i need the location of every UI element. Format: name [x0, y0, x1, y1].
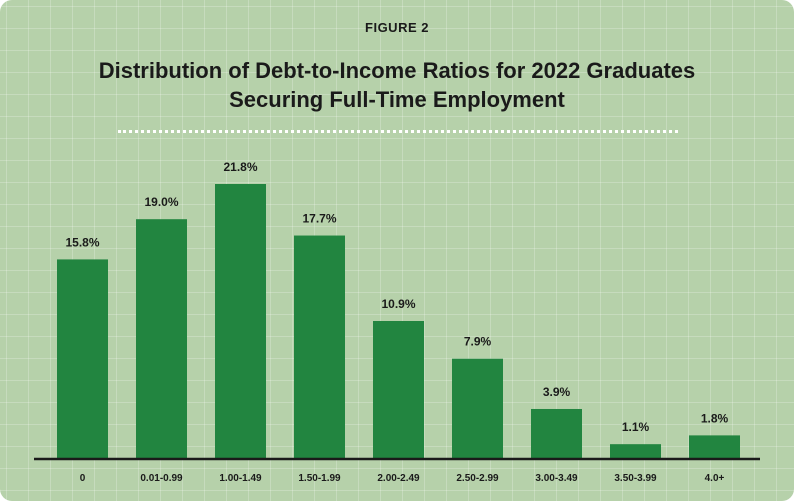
bar-3.50-3.99	[610, 444, 661, 458]
chart-title-line-2: Securing Full-Time Employment	[229, 87, 565, 112]
x-tick-label: 3.00-3.49	[535, 473, 578, 484]
chart-title: Distribution of Debt-to-Income Ratios fo…	[0, 56, 794, 114]
chart-title-line-1: Distribution of Debt-to-Income Ratios fo…	[98, 58, 696, 83]
x-tick-label: 4.0+	[705, 473, 725, 484]
x-tick-label: 1.50-1.99	[298, 473, 341, 484]
bar-0.01-0.99	[136, 219, 187, 458]
bar-1.50-1.99	[294, 235, 345, 458]
value-label: 1.8%	[701, 411, 729, 425]
bar-4.0+	[689, 435, 740, 458]
value-label: 10.9%	[381, 297, 415, 311]
bar-3.00-3.49	[531, 408, 582, 458]
value-label: 7.9%	[464, 335, 492, 349]
x-tick-label: 0.01-0.99	[140, 473, 183, 484]
x-tick-label: 2.00-2.49	[377, 473, 420, 484]
bar-0	[57, 259, 108, 458]
bar-2.00-2.49	[373, 321, 424, 458]
value-label: 3.9%	[543, 385, 571, 399]
x-tick-label: 3.50-3.99	[614, 473, 657, 484]
value-label: 21.8%	[223, 160, 257, 174]
value-label: 19.0%	[144, 195, 178, 209]
x-tick-label: 1.00-1.49	[219, 473, 262, 484]
bar-1.00-1.49	[215, 184, 266, 458]
value-label: 17.7%	[302, 212, 336, 226]
dotted-divider	[118, 130, 678, 133]
x-tick-label: 2.50-2.99	[456, 473, 499, 484]
value-label: 1.1%	[622, 420, 650, 434]
x-tick-label: 0	[80, 473, 86, 484]
bar-2.50-2.99	[452, 358, 503, 458]
figure-label: FIGURE 2	[365, 20, 429, 35]
value-label: 15.8%	[65, 235, 99, 249]
